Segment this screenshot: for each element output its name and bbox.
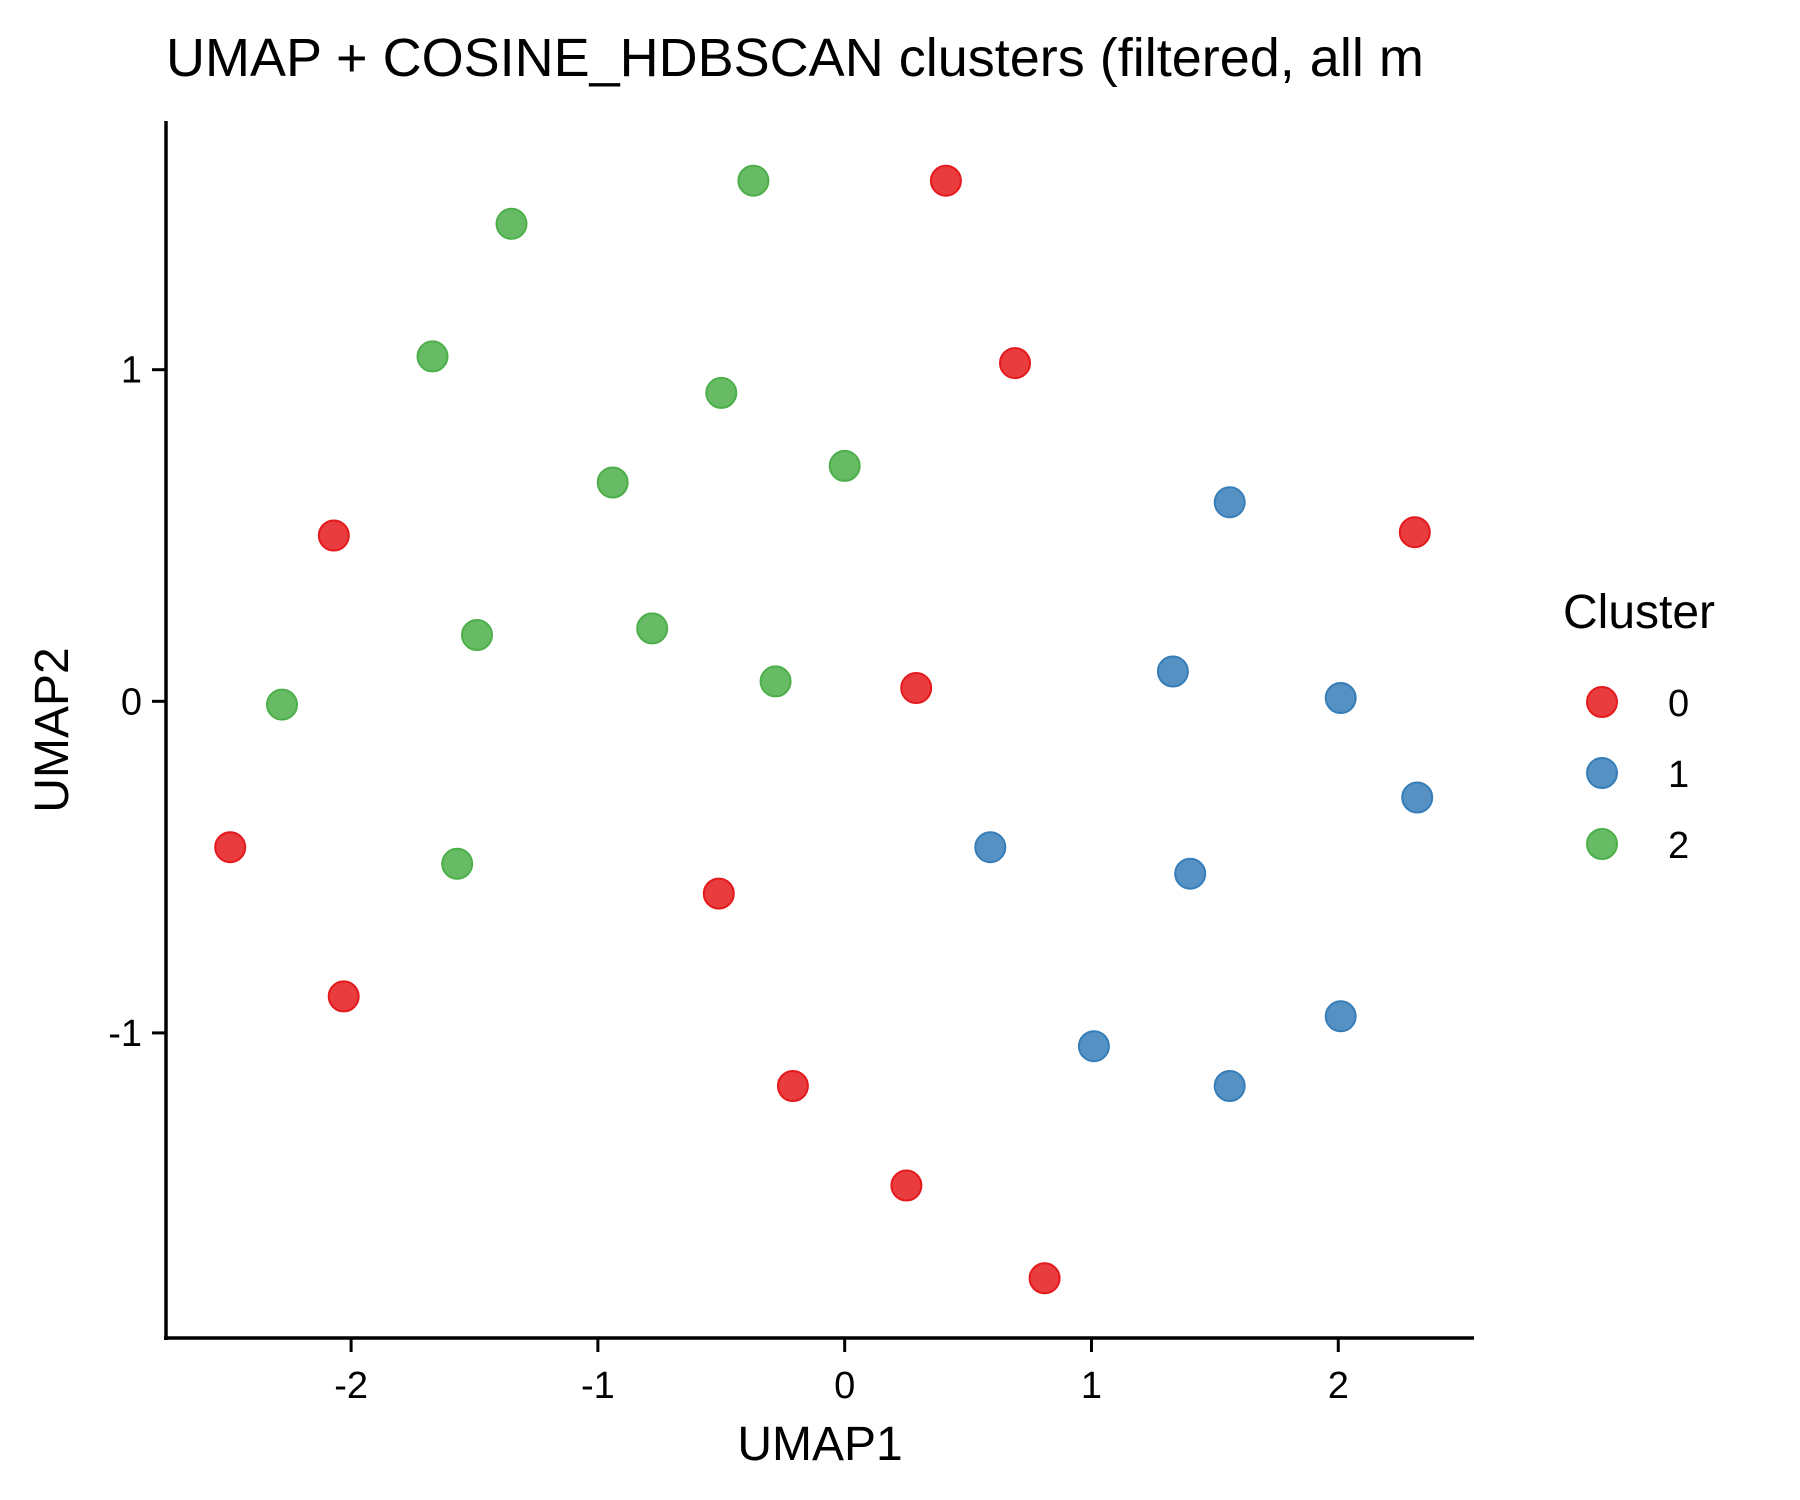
point-cluster-2-9: [266, 688, 298, 721]
point-cluster-1-3: [1401, 781, 1434, 814]
point-cluster-0-10: [1028, 1262, 1061, 1295]
point-cluster-1-4: [974, 831, 1007, 864]
y-tick-label: 0: [121, 681, 142, 723]
point-cluster-1-7: [1077, 1030, 1110, 1063]
legend-key-1: [1586, 757, 1618, 789]
point-cluster-1-1: [1156, 655, 1189, 688]
point-cluster-1-8: [1213, 1070, 1246, 1102]
point-cluster-0-6: [702, 877, 735, 910]
y-tick-label: 1: [121, 350, 142, 392]
point-cluster-2-3: [705, 376, 738, 409]
legend-label-2: 2: [1668, 825, 1689, 867]
data-points: [214, 164, 1434, 1295]
point-cluster-0-4: [900, 672, 933, 704]
x-tick-label: 1: [1081, 1365, 1102, 1407]
x-tick-label: 2: [1328, 1365, 1349, 1407]
legend-key-0: [1586, 686, 1618, 718]
point-cluster-2-4: [596, 466, 629, 499]
point-cluster-2-8: [759, 665, 792, 698]
x-tick-label: -2: [334, 1365, 368, 1407]
point-cluster-2-1: [495, 207, 528, 240]
legend-title: Cluster: [1563, 586, 1715, 639]
point-cluster-0-9: [890, 1169, 923, 1202]
y-tick-label: -1: [108, 1013, 142, 1055]
point-cluster-0-5: [214, 831, 247, 864]
chart-title: UMAP + COSINE_HDBSCAN clusters (filtered…: [166, 28, 1424, 88]
point-cluster-2-2: [416, 340, 449, 373]
x-tick-label: 0: [834, 1365, 855, 1407]
point-cluster-1-5: [1174, 857, 1207, 890]
point-cluster-0-3: [317, 519, 350, 552]
point-cluster-2-7: [461, 619, 493, 651]
legend-key-2: [1586, 828, 1618, 860]
point-cluster-0-2: [1398, 516, 1431, 549]
x-tick-label: -1: [581, 1365, 615, 1407]
point-cluster-0-7: [327, 980, 360, 1013]
y-axis-ticks: -1 0 1: [108, 350, 166, 1055]
point-cluster-0-0: [929, 164, 962, 197]
legend-label-1: 1: [1668, 754, 1689, 796]
point-cluster-2-10: [441, 847, 474, 880]
x-axis-ticks: -2 -1 0 1 2: [334, 1338, 1349, 1407]
point-cluster-0-1: [999, 347, 1031, 380]
point-cluster-1-6: [1324, 1000, 1357, 1033]
legend-items: 0 1 2: [1586, 683, 1689, 867]
point-cluster-2-6: [636, 612, 669, 645]
legend: Cluster 0 1 2: [1563, 586, 1715, 867]
point-cluster-1-2: [1324, 682, 1357, 714]
point-cluster-2-5: [828, 449, 861, 482]
legend-label-0: 0: [1668, 683, 1689, 725]
y-axis-label: UMAP2: [26, 647, 79, 812]
point-cluster-2-0: [737, 164, 770, 197]
x-axis-label: UMAP1: [737, 1418, 902, 1471]
point-cluster-0-8: [776, 1070, 809, 1102]
point-cluster-1-0: [1213, 486, 1246, 519]
